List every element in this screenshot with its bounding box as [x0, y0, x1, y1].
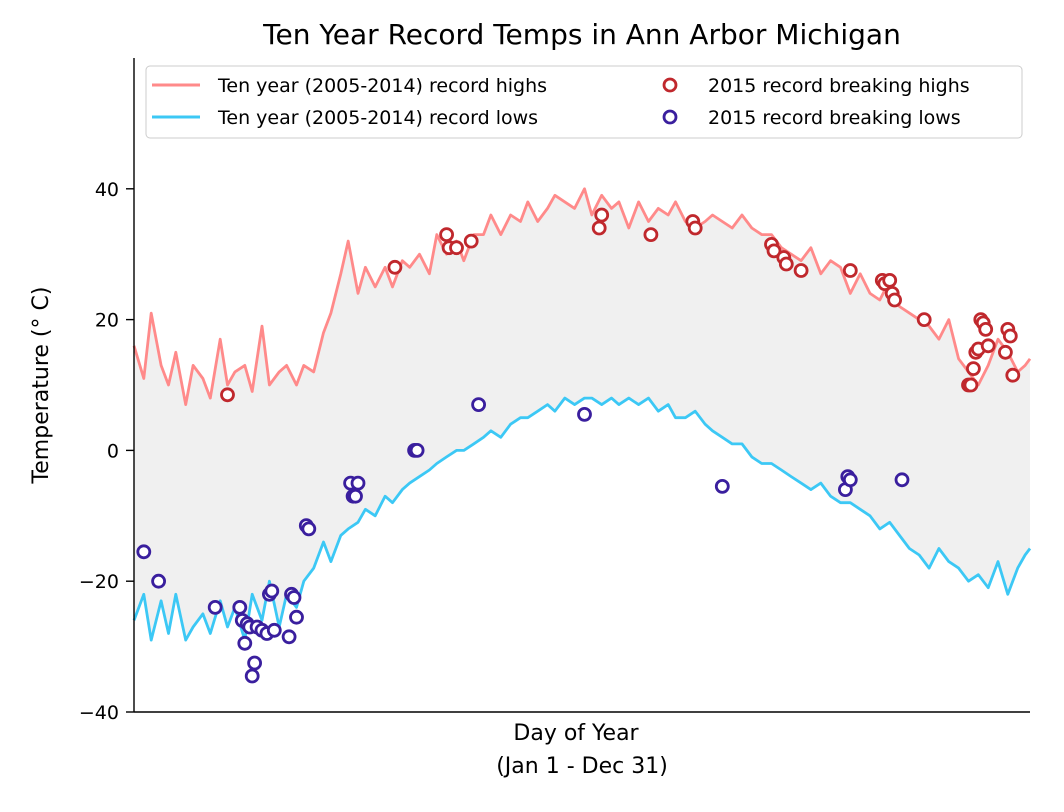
- record-high-2015-point: [463, 233, 479, 249]
- record-low-2015-point: [247, 655, 263, 671]
- y-tick-label: 20: [95, 310, 119, 332]
- record-high-2015-point: [980, 338, 996, 354]
- record-high-2015-point: [882, 272, 898, 288]
- record-high-2015-point: [766, 243, 782, 259]
- record-range-fill: [134, 188, 1030, 641]
- y-tick-label: −20: [79, 571, 119, 593]
- record-high-2015-point: [643, 227, 659, 243]
- y-axis-ticks: −40 −20 0 20 40: [79, 179, 134, 724]
- record-high-2015-point: [916, 312, 932, 328]
- record-high-2015-point: [1002, 328, 1018, 344]
- legend: Ten year (2005-2014) record highs Ten ye…: [145, 65, 1023, 139]
- record-high-2015-point: [591, 220, 607, 236]
- record-low-2015-point: [842, 472, 858, 488]
- record-high-2015-point: [449, 240, 464, 256]
- record-low-2015-point: [207, 600, 223, 615]
- record-high-2015-point: [439, 227, 455, 243]
- y-tick-label: −40: [79, 702, 119, 724]
- record-low-2015-point: [714, 478, 730, 494]
- record-low-2015-point: [232, 600, 248, 615]
- record-high-2015-point: [220, 387, 235, 403]
- record-low-2015-point: [151, 573, 167, 589]
- record-high-2015-point: [687, 220, 703, 236]
- record-high-2015-point: [963, 377, 979, 393]
- legend-swatch-2015-lows: [662, 109, 678, 125]
- record-high-2015-point: [978, 321, 994, 337]
- record-low-2015-point: [577, 406, 592, 422]
- record-low-2015-point: [266, 622, 282, 638]
- record-high-2015-point: [387, 259, 403, 275]
- record-low-2015-point: [237, 635, 253, 651]
- record-low-2015-point: [281, 629, 297, 645]
- y-tick-label: 40: [95, 179, 119, 201]
- y-axis-label: Temperature (° C): [29, 287, 54, 485]
- record-low-2015-point: [409, 442, 425, 458]
- record-low-2015-point: [244, 668, 260, 684]
- record-low-2015-point: [264, 583, 280, 599]
- x-axis-label: Day of Year: [513, 721, 639, 746]
- legend-frame: [145, 65, 1023, 139]
- y-tick-label: 0: [107, 440, 119, 462]
- record-high-2015-point: [1005, 367, 1021, 383]
- legend-label-2015-lows: 2015 record breaking lows: [708, 107, 961, 129]
- record-high-2015-point: [778, 256, 794, 272]
- legend-label-record-lows: Ten year (2005-2014) record lows: [217, 107, 538, 129]
- record-low-2015-point: [136, 544, 152, 560]
- series-markers: [136, 207, 1021, 684]
- plot-area: [132, 187, 1032, 684]
- legend-label-2015-highs: 2015 record breaking highs: [708, 75, 970, 97]
- record-low-2015-point: [348, 488, 363, 504]
- x-axis-sublabel: (Jan 1 - Dec 31): [496, 754, 668, 779]
- record-high-2015-point: [966, 361, 981, 377]
- legend-swatch-2015-highs: [662, 77, 678, 93]
- record-low-2015-point: [350, 475, 366, 491]
- record-low-2015-point: [301, 521, 317, 537]
- legend-label-record-highs: Ten year (2005-2014) record highs: [217, 75, 547, 97]
- record-low-2015-point: [286, 590, 302, 605]
- record-high-2015-point: [887, 292, 902, 308]
- record-high-2015-point: [998, 344, 1013, 360]
- record-highs-line: [132, 187, 1032, 407]
- record-high-2015-point: [842, 263, 858, 278]
- chart-title: Ten Year Record Temps in Ann Arbor Michi…: [262, 18, 901, 51]
- record-low-2015-point: [471, 397, 487, 413]
- record-low-2015-point: [894, 472, 910, 488]
- record-high-2015-point: [793, 263, 809, 278]
- record-low-2015-point: [289, 609, 304, 625]
- record-high-2015-point: [594, 207, 610, 223]
